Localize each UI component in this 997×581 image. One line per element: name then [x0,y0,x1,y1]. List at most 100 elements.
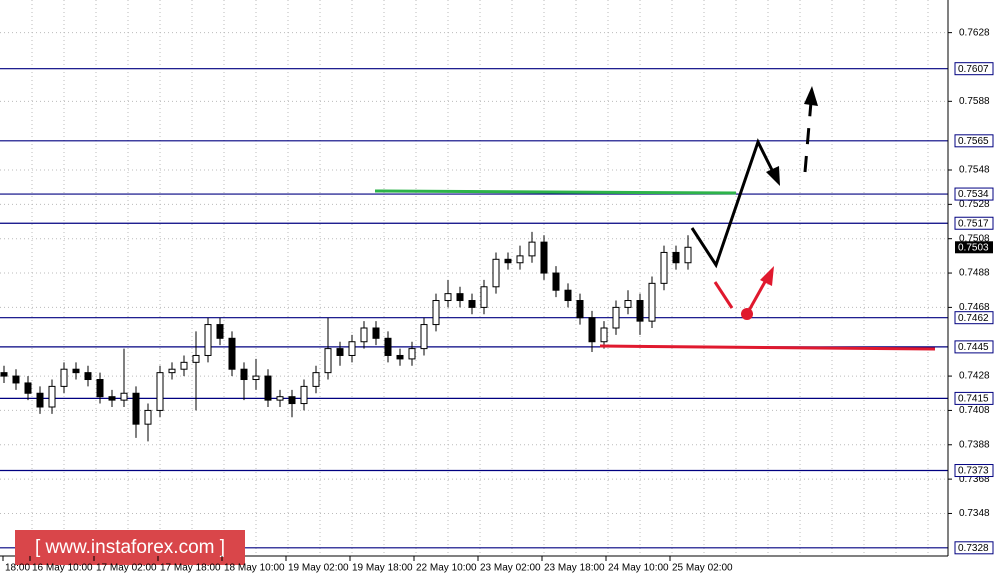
candle-body [48,385,56,408]
candle-body [156,372,164,411]
candle-body [636,300,644,322]
candle-body [36,392,44,408]
y-tick-label: 0.7488 [959,268,990,279]
level-label: 0.7565 [958,136,989,147]
support-line [599,344,936,351]
forecast-path [690,138,774,269]
alt-forecast-dashed [713,281,734,309]
candle-body [396,354,404,360]
candle-body [444,293,452,302]
candle-body [24,382,32,394]
x-tick-label: 18:00 [5,563,30,574]
candle-body [0,372,8,377]
current-price-label: 0.7503 [958,242,989,253]
candle-body [576,300,584,319]
x-tick-label: 24 May 10:00 [608,563,669,574]
x-tick-label: 22 May 10:00 [416,563,477,574]
arrow-head [766,166,780,186]
candle-body [648,282,656,322]
candle-body [660,251,668,284]
candle-body [600,327,608,343]
resistance-line [374,189,737,195]
y-tick-label: 0.7408 [959,405,990,416]
level-label: 0.7534 [958,189,989,200]
level-box [954,340,994,354]
level-box [954,391,994,405]
candle-body [684,246,692,264]
candle-body [72,368,80,374]
candle-body [504,258,512,264]
x-tick-label: 23 May 18:00 [544,563,605,574]
x-tick-label: 17 May 18:00 [160,563,221,574]
level-box [954,62,994,76]
candle-body [564,289,572,302]
candle-body [276,396,284,401]
alt-forecast-arrow [745,279,768,315]
candle-body [624,300,632,308]
candle-body [252,375,260,381]
x-tick-label: 19 May 18:00 [352,563,413,574]
y-tick-label: 0.7528 [959,199,990,210]
level-label: 0.7445 [958,342,989,353]
y-tick-label: 0.7548 [959,165,990,176]
candle-body [480,286,488,308]
x-tick-label: 18 May 10:00 [224,563,285,574]
candle-body [432,300,440,326]
candle-body [456,293,464,302]
forecast-dashed [803,101,813,173]
candle-body [672,251,680,264]
candle-body [204,324,212,356]
candle-body [312,372,320,387]
level-box [954,187,994,201]
y-tick-label: 0.7368 [959,474,990,485]
level-box [954,134,994,148]
level-label: 0.7328 [958,543,989,554]
x-tick-label: 19 May 02:00 [288,563,349,574]
candle-body [216,324,224,339]
level-box [954,464,994,478]
candle-body [84,372,92,381]
current-price-box [955,241,993,254]
candle-body [612,306,620,329]
candle-body [324,348,332,374]
candle-body [360,327,368,343]
level-label: 0.7462 [958,313,989,324]
candle-body [348,341,356,356]
level-label: 0.7373 [958,466,989,477]
candle-body [492,258,500,288]
y-tick-label: 0.7468 [959,302,990,313]
candle-body [240,368,248,381]
candle-body [144,409,152,425]
y-tick-label: 0.7348 [959,508,990,519]
level-label: 0.7517 [958,218,989,229]
candle-body [132,392,140,425]
candle-body [288,396,296,405]
candle-body [60,368,68,387]
candle-body [264,375,272,401]
y-tick-label: 0.7428 [959,371,990,382]
candle-body [420,324,428,350]
candle-body [192,354,200,363]
x-tick-label: 17 May 02:00 [96,563,157,574]
level-label: 0.7607 [958,64,989,75]
candle-body [96,379,104,398]
candle-body [372,327,380,339]
candle-body [300,385,308,405]
candle-body [228,337,236,370]
candle-body [408,348,416,360]
y-tick-label: 0.7388 [959,439,990,450]
level-box [954,311,994,325]
level-label: 0.7415 [958,394,989,405]
level-box [954,541,994,555]
candle-body [180,361,188,370]
candle-body [540,241,548,274]
x-tick-label: 23 May 02:00 [480,563,541,574]
candle-body [168,368,176,374]
candle-body [516,255,524,264]
watermark-box [15,530,245,565]
candle-body [336,348,344,356]
x-tick-label: 16 May 10:00 [32,563,93,574]
level-box [954,216,994,230]
candle-body [108,396,116,401]
